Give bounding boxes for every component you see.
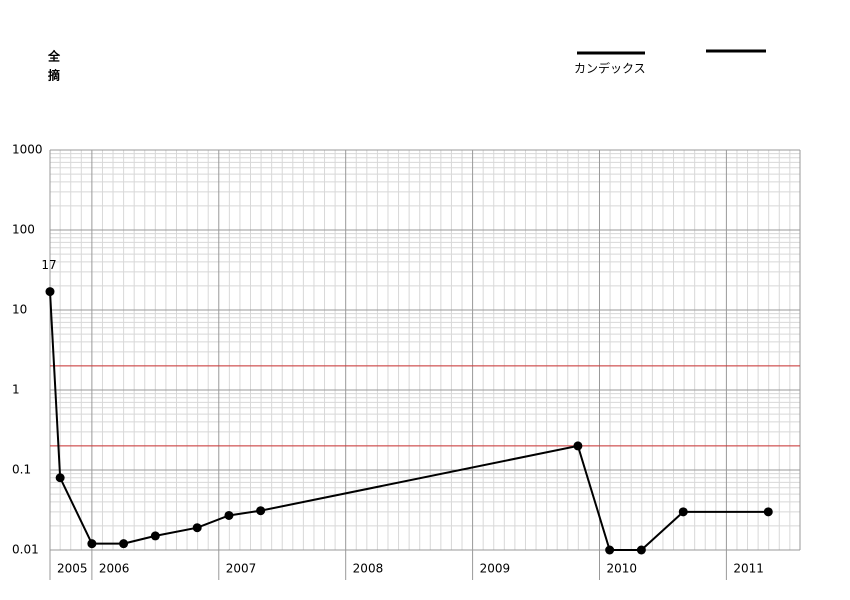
y-tick-label: 0.01 bbox=[12, 543, 39, 557]
x-tick-label: 2011 bbox=[733, 562, 764, 576]
title-char: 全 bbox=[47, 49, 61, 64]
x-tick-label: 2010 bbox=[606, 562, 637, 576]
point bbox=[224, 510, 234, 520]
point bbox=[45, 287, 55, 297]
point bbox=[573, 441, 583, 451]
point bbox=[87, 539, 97, 549]
point bbox=[763, 507, 773, 517]
point bbox=[256, 506, 266, 516]
data-label: 17 bbox=[41, 258, 56, 272]
point bbox=[192, 523, 202, 533]
point bbox=[55, 473, 65, 483]
y-tick-label: 100 bbox=[12, 223, 35, 237]
x-tick-label: 2007 bbox=[226, 562, 257, 576]
legend-label: カンデックス bbox=[574, 61, 646, 76]
x-tick-label: 2008 bbox=[353, 562, 384, 576]
y-tick-label: 10 bbox=[12, 303, 27, 317]
title-char: 摘 bbox=[48, 68, 60, 83]
point bbox=[678, 507, 688, 517]
x-tick-label: 2006 bbox=[99, 562, 130, 576]
y-tick-label: 0.1 bbox=[12, 463, 31, 477]
point bbox=[150, 531, 160, 541]
point bbox=[636, 545, 646, 555]
point bbox=[605, 545, 615, 555]
x-tick-label: 2009 bbox=[480, 562, 511, 576]
x-tick-label: 2005 bbox=[57, 562, 88, 576]
y-tick-label: 1 bbox=[12, 383, 20, 397]
point bbox=[119, 539, 129, 549]
y-tick-label: 1000 bbox=[12, 143, 43, 157]
